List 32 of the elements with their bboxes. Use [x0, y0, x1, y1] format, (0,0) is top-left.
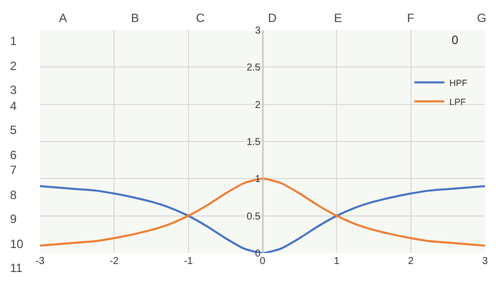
- x-tick-label: -3: [36, 256, 45, 267]
- x-tick-label: 1: [334, 256, 340, 267]
- text: 11: [10, 261, 23, 275]
- y-tick-label: 1.5: [246, 137, 261, 148]
- y-tick-label: 2.5: [246, 62, 261, 74]
- text: 10: [10, 237, 24, 251]
- text: 7: [10, 163, 17, 177]
- text: 1: [10, 34, 17, 48]
- text: G: [477, 11, 486, 25]
- x-tick-label: 3: [482, 256, 488, 267]
- text: A: [59, 11, 68, 25]
- text: F: [407, 11, 414, 25]
- legend-label: HPF: [449, 78, 468, 88]
- y-tick-label: 3: [254, 26, 261, 36]
- text: D: [268, 11, 277, 25]
- text: C: [196, 11, 205, 25]
- text: 8: [10, 188, 17, 202]
- x-tick-label: -2: [110, 256, 120, 267]
- chart-title: 0: [452, 33, 459, 48]
- text: 2: [10, 59, 17, 73]
- x-tick-label: 2: [408, 256, 414, 267]
- text: 6: [10, 148, 17, 162]
- text: 5: [10, 123, 17, 137]
- x-tick-label: -1: [184, 256, 194, 267]
- text: E: [334, 11, 342, 25]
- y-tick-label: 0.5: [246, 211, 261, 222]
- text: B: [131, 11, 140, 25]
- legend-label: LPF: [449, 96, 466, 107]
- text: 3: [10, 83, 17, 97]
- text: 4: [10, 99, 17, 113]
- y-tick-label: 2: [254, 100, 261, 111]
- text: 9: [10, 212, 17, 226]
